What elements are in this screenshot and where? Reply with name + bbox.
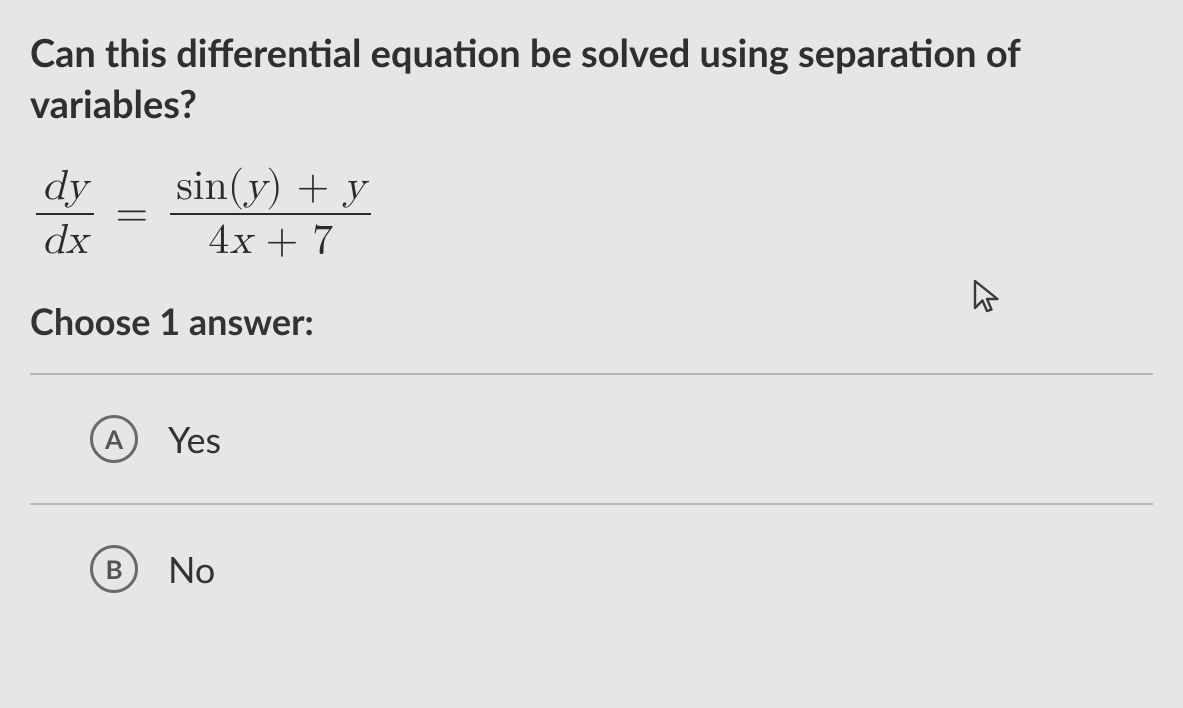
answer-list: A Yes B No [30,373,1153,633]
fraction-rhs: sin(y) + y 4x + 7 [170,165,371,263]
option-letter-circle: B [90,545,138,593]
answer-option-a[interactable]: A Yes [30,375,1153,503]
option-text: Yes [168,417,221,461]
denominator-rhs: 4x + 7 [202,215,339,263]
numerator-rhs: sin(y) + y [170,165,371,213]
fraction-dy-dx: dy dx [36,165,94,263]
answer-option-b[interactable]: B No [30,505,1153,633]
numerator-dy: dy [36,165,94,213]
question-text: Can this differential equation be solved… [30,28,1153,131]
option-letter: B [105,553,122,585]
question-page: Can this differential equation be solved… [0,0,1183,633]
option-letter-circle: A [90,415,138,463]
option-letter: A [105,423,123,455]
equals-sign: = [112,189,153,239]
option-text: No [168,547,215,591]
choose-prompt: Choose 1 answer: [30,299,1153,343]
differential-equation: dy dx = sin(y) + y 4x + 7 [36,165,1153,263]
denominator-dx: dx [36,215,94,263]
